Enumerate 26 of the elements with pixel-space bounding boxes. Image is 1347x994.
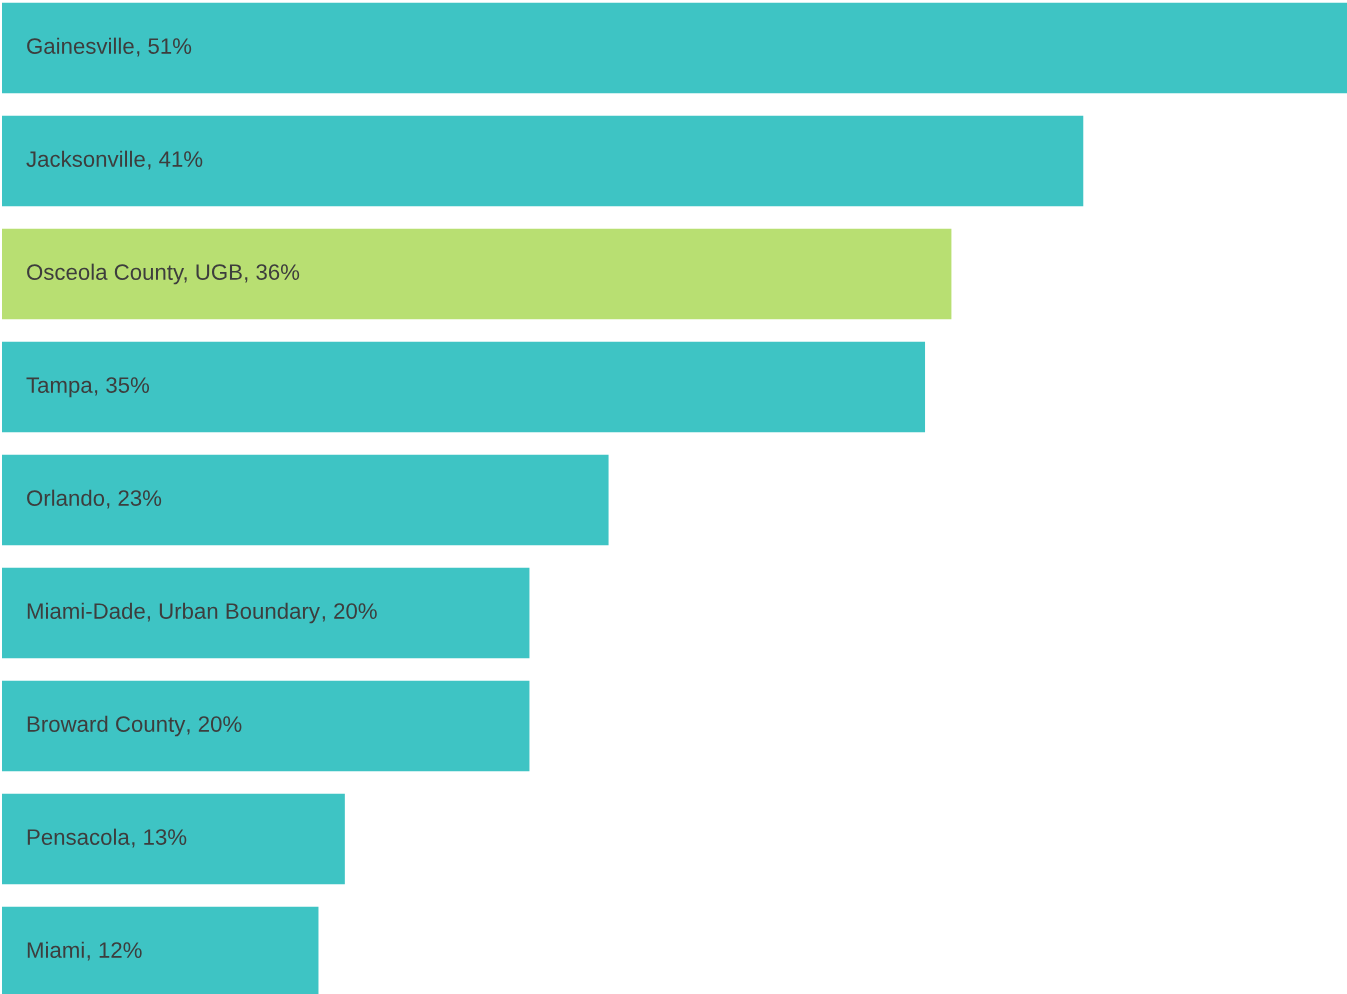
- bar: [2, 115, 1084, 207]
- y-tick-label: Broward County: [27, 715, 186, 737]
- y-tick-label: Miami-Dade, Urban Boundary: [27, 602, 320, 624]
- y-tick-label: Miami: [27, 941, 84, 958]
- data-label: , 35%: [95, 377, 150, 396]
- y-tick-label: Osceola County, UGB: [27, 263, 242, 285]
- data-label: , 13%: [132, 829, 187, 848]
- bar: [2, 228, 952, 320]
- data-label: , 36%: [245, 264, 300, 283]
- data-label: , 23%: [107, 490, 162, 509]
- y-tick-label: Orlando: [27, 489, 105, 506]
- bar: [2, 454, 609, 546]
- y-tick-label: Tampa: [26, 377, 93, 398]
- data-label: , 41%: [148, 151, 203, 170]
- y-tick-label: Gainesville: [27, 37, 134, 54]
- bar: [2, 680, 530, 772]
- data-label: , 12%: [87, 942, 142, 961]
- bar: [2, 2, 1347, 94]
- bar: [2, 793, 345, 885]
- bar: [2, 567, 530, 659]
- bar: [2, 341, 926, 433]
- data-label: , 20%: [322, 603, 377, 622]
- y-tick-label: Jacksonville: [26, 150, 145, 167]
- data-label: , 20%: [187, 716, 242, 735]
- y-tick-label: Pensacola: [27, 828, 130, 845]
- data-label: , 51%: [137, 38, 192, 57]
